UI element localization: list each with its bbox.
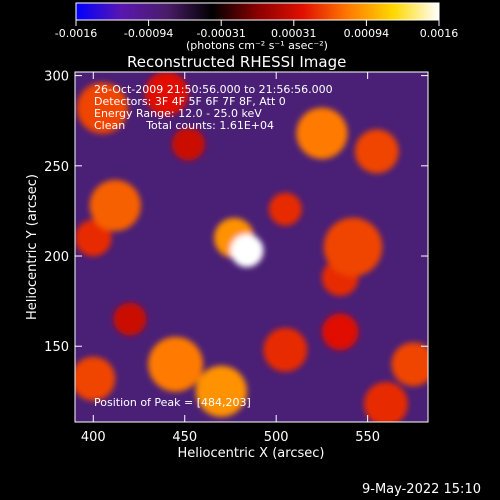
emission-blob — [89, 179, 141, 232]
emission-blob — [144, 72, 189, 116]
emission-blob — [354, 129, 399, 174]
colorbar: -0.0016 -0.00094 -0.00031 0.00031 0.00094 0.0… — [55, 2, 459, 40]
emission-blob — [363, 382, 408, 422]
emission-blob — [113, 302, 147, 336]
colorbar-tick-label: -0.0016 — [55, 27, 97, 40]
emission-blob — [296, 107, 348, 159]
x-tick-label: 450 — [172, 430, 197, 445]
y-axis-label: Heliocentric Y (arcsec) — [25, 174, 40, 320]
emission-blob — [195, 365, 247, 417]
y-tick-label: 200 — [44, 250, 69, 265]
peak-source — [237, 241, 257, 260]
emission-blob — [321, 313, 359, 351]
emission-blob — [171, 127, 205, 161]
peak-position-label: Position of Peak = [484,203] — [94, 396, 251, 409]
emission-blob — [75, 219, 112, 257]
plot-frame — [74, 71, 429, 423]
colorbar-tick-label: -0.00031 — [196, 27, 245, 40]
emission-blob — [268, 192, 302, 226]
y-tick-label: 300 — [44, 70, 69, 85]
colorbar-gradient — [75, 2, 440, 21]
colorbar-tick-label: 0.00031 — [271, 27, 317, 40]
info-line-energy-range: Energy Range: 12.0 - 25.0 keV — [94, 107, 262, 120]
emission-blob — [323, 217, 383, 277]
x-axis-label: Heliocentric X (arcsec) — [178, 446, 325, 461]
emission-blob — [75, 356, 116, 401]
x-tick-label: 550 — [355, 430, 380, 445]
info-line-clean-counts: Clean Total counts: 1.61E+04 — [94, 119, 275, 132]
colorbar-tick-label: -0.00094 — [124, 27, 173, 40]
info-line-detectors: Detectors: 3F 4F 5F 6F 7F 8F, Att 0 — [94, 95, 286, 108]
colorbar-tick-label: 0.00094 — [344, 27, 390, 40]
emission-blob — [263, 327, 308, 372]
timestamp: 9-May-2022 15:10 — [362, 482, 481, 497]
y-tick-label: 150 — [44, 340, 69, 355]
plot-title: Reconstructed RHESSI Image — [127, 53, 347, 71]
y-tick-label: 250 — [44, 160, 69, 175]
x-tick-label: 400 — [81, 430, 106, 445]
x-tick-label: 500 — [264, 430, 289, 445]
emission-blob — [391, 342, 428, 387]
colorbar-units-label: (photons cm⁻² s⁻¹ asec⁻²) — [186, 39, 328, 52]
info-line-time-range: 26-Oct-2009 21:50:56.000 to 21:56:56.000 — [94, 83, 333, 96]
colorbar-tick-label: 0.0016 — [420, 27, 459, 40]
emission-blob — [76, 82, 129, 134]
emission-blob — [148, 336, 204, 392]
